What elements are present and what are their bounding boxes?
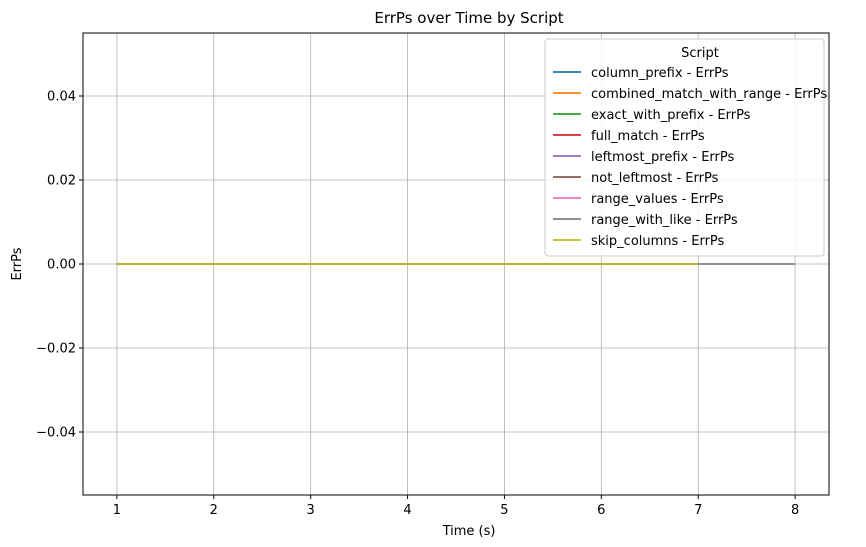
x-tick-label: 1	[113, 503, 121, 518]
legend: Script column_prefix - ErrPs combined_mat…	[544, 38, 827, 257]
legend-entry-label: skip_columns - ErrPs	[591, 234, 725, 249]
legend-entry-label: range_values - ErrPs	[591, 192, 724, 207]
y-tick-label: 0.00	[47, 258, 76, 273]
y-axis-label: ErrPs	[10, 247, 25, 280]
x-axis-label: Time (s)	[442, 524, 496, 539]
legend-entry-label: not_leftmost - ErrPs	[591, 171, 719, 186]
legend-box	[544, 38, 825, 257]
x-tick-label: 4	[403, 503, 411, 518]
x-tick-label: 5	[500, 503, 508, 518]
legend-entry-label: full_match - ErrPs	[591, 129, 705, 144]
y-tick-label: 0.02	[47, 174, 76, 189]
legend-entry-label: exact_with_prefix - ErrPs	[591, 108, 751, 123]
axis-ticks: 1 2 3 4 5 6 7 8 0.04 0.02 0.00 −0.02 −0.04	[36, 90, 799, 519]
y-tick-label: −0.02	[36, 342, 76, 357]
legend-entry-label: column_prefix - ErrPs	[591, 66, 729, 81]
legend-entry-label: leftmost_prefix - ErrPs	[591, 150, 734, 165]
x-tick-label: 7	[694, 503, 702, 518]
legend-entry-label: combined_match_with_range - ErrPs	[591, 87, 827, 102]
legend-items: column_prefix - ErrPs combined_match_with…	[553, 66, 827, 249]
x-tick-label: 8	[791, 503, 799, 518]
x-tick-label: 6	[597, 503, 605, 518]
chart-title: ErrPs over Time by Script	[374, 9, 563, 27]
legend-entry-label: range_with_like - ErrPs	[591, 213, 738, 228]
y-tick-label: −0.04	[36, 426, 76, 441]
x-tick-label: 2	[210, 503, 218, 518]
legend-title: Script	[681, 46, 719, 61]
x-tick-label: 3	[307, 503, 315, 518]
y-tick-label: 0.04	[47, 90, 76, 105]
